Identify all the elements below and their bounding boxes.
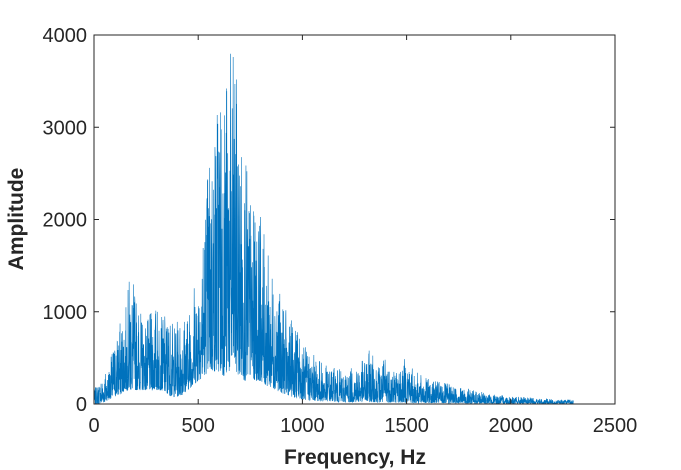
x-tick-label: 500 bbox=[182, 415, 215, 437]
x-axis-label: Frequency, Hz bbox=[284, 446, 426, 469]
y-tick-label: 3000 bbox=[43, 117, 88, 139]
x-tick-label: 0 bbox=[88, 415, 99, 437]
y-tick-label: 0 bbox=[76, 394, 87, 416]
x-tick-label: 2000 bbox=[489, 415, 534, 437]
x-tick-labels: 0 500 1000 1500 2000 2500 bbox=[88, 415, 637, 437]
spectrum-line bbox=[93, 53, 574, 405]
axis-ticks bbox=[93, 34, 616, 405]
y-axis-label: Amplitude bbox=[5, 168, 28, 271]
y-tick-labels: 0 1000 2000 3000 4000 bbox=[43, 25, 88, 416]
x-tick-label: 1500 bbox=[384, 415, 429, 437]
x-tick-label: 1000 bbox=[280, 415, 325, 437]
y-tick-label: 2000 bbox=[43, 210, 88, 232]
y-tick-label: 1000 bbox=[43, 302, 88, 324]
x-tick-label: 2500 bbox=[593, 415, 638, 437]
spectrum-series bbox=[93, 53, 574, 405]
y-tick-label: 4000 bbox=[43, 25, 88, 47]
plot-area bbox=[94, 35, 615, 404]
